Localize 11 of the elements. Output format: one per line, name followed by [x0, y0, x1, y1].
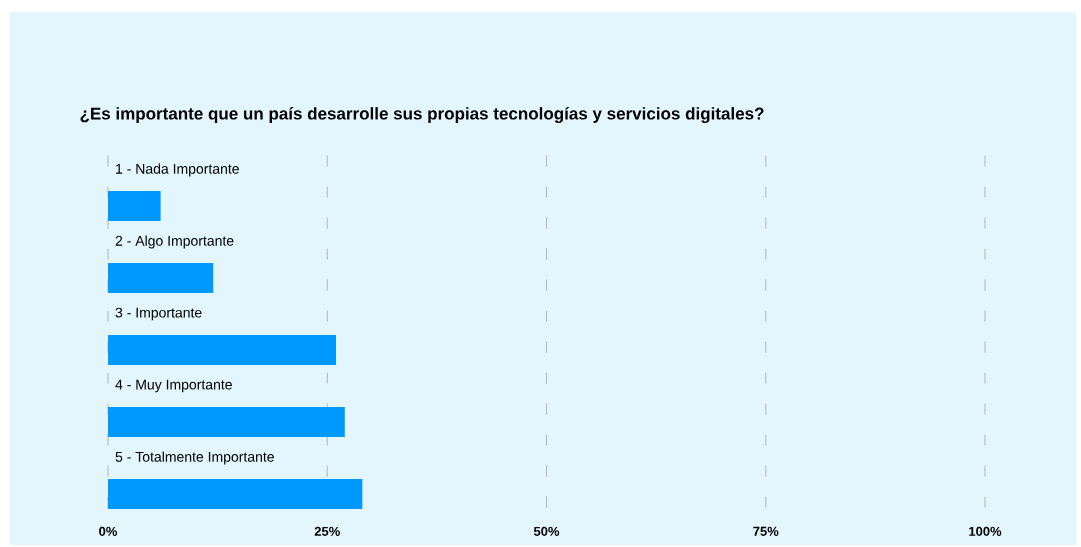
y-tick-label: 3 - Importante — [115, 307, 202, 321]
y-tick-label: 2 - Algo Importante — [115, 235, 234, 249]
y-tick-label: 1 - Nada Importante — [116, 163, 239, 177]
y-tick-label: 5 - Totalmente Importante — [115, 451, 274, 465]
x-tick-label: 75% — [753, 526, 779, 536]
x-tick-label: 50% — [533, 526, 560, 536]
chart-title: ¿Es importante que un país desarrolle sus propias tecnologías y servicios digitales? — [80, 106, 764, 124]
x-tick-label: 100% — [969, 526, 1002, 536]
x-tick-label: 25% — [314, 526, 340, 536]
x-tick-label: 0% — [99, 526, 118, 536]
y-tick-label: 4 - Muy Importante — [115, 379, 232, 393]
